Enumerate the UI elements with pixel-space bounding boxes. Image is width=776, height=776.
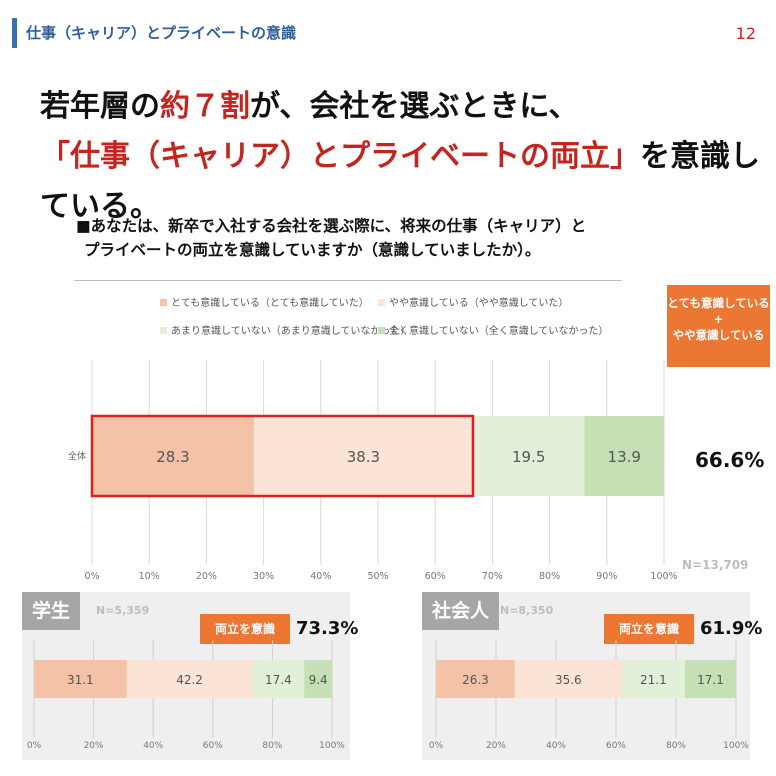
headline-line-2: 「仕事（キャリア）とプライベートの両立」を意識している。 — [40, 132, 760, 232]
legend-item-not-much: あまり意識していない（あまり意識していなかった） — [160, 322, 410, 337]
legend-swatch — [160, 299, 167, 306]
question-line-2: プライベートの両立を意識していますか（意識していましたか）。 — [84, 241, 541, 259]
x-tick-label: 40% — [310, 571, 331, 582]
x-tick-label: 0% — [84, 571, 99, 582]
bar-segment — [472, 416, 585, 496]
category-label: 全体 — [68, 450, 86, 462]
data-label: 38.3 — [347, 448, 380, 466]
legend-label: あまり意識していない（あまり意識していなかった） — [171, 326, 411, 337]
legend-item-somewhat: やや意識している（やや意識していた） — [378, 294, 568, 309]
x-tick-label: 90% — [596, 571, 617, 582]
badge-line-3: やや意識している — [672, 328, 765, 342]
sample-size: N=8,350 — [500, 604, 554, 617]
header-title: 仕事（キャリア）とプライベートの意識 — [26, 24, 297, 42]
data-label: 13.9 — [608, 448, 641, 466]
legend-label: やや意識している（やや意識していた） — [389, 298, 569, 309]
badge-line-1: とても意識している — [667, 296, 770, 310]
page-number: 12 — [735, 24, 756, 43]
question-line-1: ■あなたは、新卒で入社する会社を選ぶ際に、将来の仕事（キャリア）と — [76, 217, 587, 235]
legend-swatch — [160, 327, 167, 334]
bar-segment — [584, 416, 664, 496]
x-tick-label: 50% — [367, 571, 388, 582]
divider — [74, 280, 622, 281]
balance-badge: 両立を意識 — [200, 614, 290, 644]
balance-sum-value: 73.3% — [296, 618, 359, 639]
headline-text: が、会社を選ぶときに、 — [250, 89, 579, 124]
headline-text: 若年層の — [40, 89, 160, 124]
headline-emphasis: 約７割 — [160, 89, 250, 124]
legend-item-not-at-all: 全く意識していない（全く意識していなかった） — [378, 322, 608, 337]
panel-worker: 社会人 N=8,350 両立を意識 61.9% — [422, 592, 762, 760]
total-sum-value: 66.6% — [695, 448, 765, 472]
data-label: 28.3 — [156, 448, 189, 466]
headline: 若年層の約７割が、会社を選ぶときに、 「仕事（キャリア）とプライベートの両立」を… — [40, 82, 760, 232]
x-tick-label: 70% — [482, 571, 503, 582]
bar-segment — [92, 416, 254, 496]
x-tick-label: 80% — [539, 571, 560, 582]
legend-label: 全く意識していない（全く意識していなかった） — [389, 326, 609, 337]
legend-item-very: とても意識している（とても意識していた） — [160, 294, 369, 309]
sample-size: N=13,709 — [682, 558, 749, 572]
bar-segment — [253, 416, 473, 496]
panel-student: 学生 N=5,359 両立を意識 73.3% — [22, 592, 358, 760]
sum-badge: とても意識している + やや意識している — [667, 285, 770, 367]
x-tick-label: 30% — [253, 571, 274, 582]
balance-badge: 両立を意識 — [604, 614, 694, 644]
headline-text: を意識している。 — [40, 139, 760, 224]
survey-question: ■あなたは、新卒で入社する会社を選ぶ際に、将来の仕事（キャリア）と プライベート… — [76, 214, 636, 262]
panel-title: 学生 — [22, 592, 81, 630]
x-tick-label: 100% — [650, 571, 677, 582]
sample-size: N=5,359 — [96, 604, 150, 617]
data-label: 19.5 — [512, 448, 545, 466]
badge-line-2: + — [713, 312, 724, 326]
headline-emphasis: 「仕事（キャリア）とプライベートの両立」 — [40, 139, 640, 174]
x-tick-label: 20% — [196, 571, 217, 582]
highlight-box — [90, 414, 475, 498]
panel-title: 社会人 — [422, 592, 500, 630]
x-tick-label: 10% — [139, 571, 160, 582]
legend-label: とても意識している（とても意識していた） — [171, 298, 369, 309]
legend-swatch — [378, 327, 385, 334]
legend-swatch — [378, 299, 385, 306]
header-accent-bar — [12, 18, 17, 48]
headline-line-1: 若年層の約７割が、会社を選ぶときに、 — [40, 82, 760, 132]
balance-sum-value: 61.9% — [700, 618, 763, 639]
x-tick-label: 60% — [425, 571, 446, 582]
